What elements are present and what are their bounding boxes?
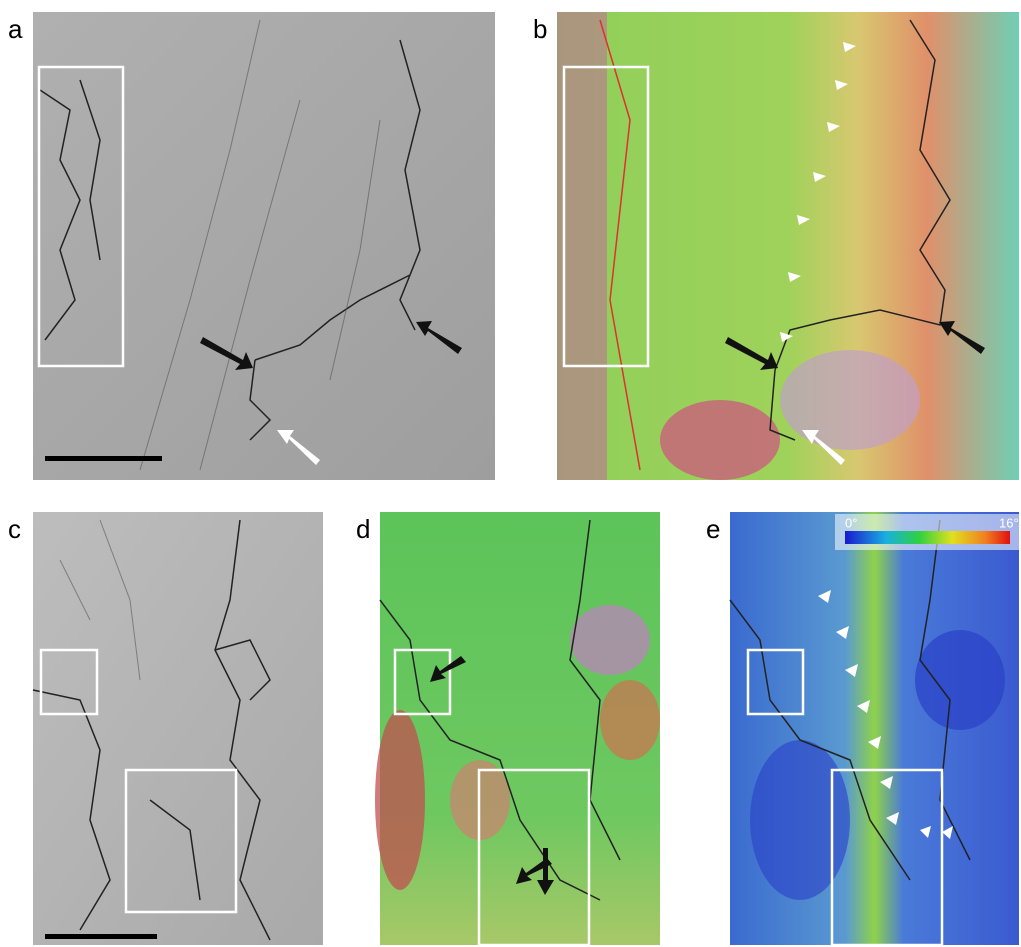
arrow <box>200 337 253 370</box>
panel-label: d <box>356 514 370 544</box>
arrowheads <box>818 590 953 839</box>
grain <box>915 630 1005 730</box>
arrow <box>802 430 845 465</box>
arrow <box>939 321 985 354</box>
grain <box>660 400 780 480</box>
grain-boundary <box>39 39 421 441</box>
colorbar-gradient <box>845 531 1010 544</box>
colorbar: 0° 16° <box>835 514 1019 550</box>
grain <box>780 350 920 450</box>
micrograph <box>33 12 495 480</box>
panel-a: a <box>8 12 495 480</box>
panel-label: e <box>706 514 720 544</box>
grains <box>557 12 607 480</box>
panel-d: d <box>356 512 660 947</box>
inset-box <box>124 768 238 914</box>
arrow <box>725 337 778 370</box>
grain-boundary <box>769 19 951 441</box>
arrow <box>277 430 320 465</box>
grain-boundary <box>32 519 271 941</box>
grain <box>750 740 850 900</box>
panel-label: a <box>8 14 23 44</box>
subgrain-boundary <box>139 19 381 471</box>
micrograph <box>33 512 323 945</box>
panel-label: c <box>8 514 21 544</box>
grain <box>600 680 660 760</box>
inset-box <box>562 65 650 368</box>
panel-label: b <box>533 14 547 44</box>
grain <box>375 710 425 890</box>
grain-boundary <box>729 519 971 881</box>
arrowheads <box>780 42 856 342</box>
grain <box>570 605 650 675</box>
scale-bar <box>45 456 162 461</box>
inset-box <box>393 648 452 716</box>
arrow <box>416 321 462 354</box>
inset-box <box>830 768 944 947</box>
twin-boundary <box>599 19 641 471</box>
subgrain-boundary <box>59 519 141 681</box>
inset-box <box>746 648 805 716</box>
colorbar-min-label: 0° <box>845 515 857 530</box>
colorbar-max-label: 16° <box>999 515 1019 530</box>
inset-box <box>477 768 591 947</box>
panel-e: e 0° 16° <box>706 512 1019 947</box>
inset-box <box>39 648 99 716</box>
panel-b: b <box>533 12 1019 480</box>
scale-bar <box>45 934 157 939</box>
inset-box <box>37 65 125 368</box>
panel-c: c <box>8 512 323 945</box>
arrow <box>537 848 554 895</box>
arrow <box>430 656 466 682</box>
